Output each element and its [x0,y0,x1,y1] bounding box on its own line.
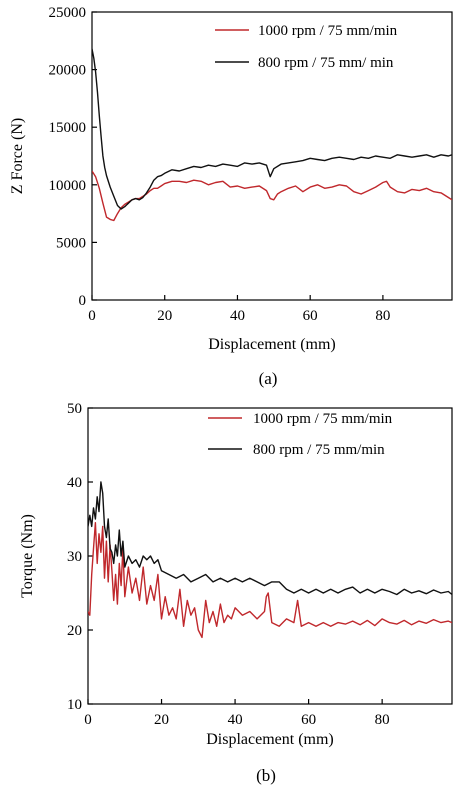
legend-label: 800 rpm / 75 mm/ min [258,55,394,71]
chart-a: 0 5000 10000 15000 20000 25000 0 20 40 60 80 Displa… [9,5,453,388]
y-tick-label: 30 [67,549,82,565]
figure-caption: (a) [259,369,278,388]
y-axis-label: Z Force (N) [9,118,26,194]
series-line-red [92,170,452,222]
y-tick-label: 20 [67,623,82,639]
x-axis-label: Displacement (mm) [208,336,336,353]
x-tick-label: 60 [303,308,318,324]
y-tick-label: 20000 [49,63,87,79]
y-tick-label: 10 [67,697,82,713]
x-tick-label: 20 [154,712,169,728]
y-tick-label: 15000 [49,120,87,136]
y-tick-label: 50 [67,401,82,417]
x-tick-label: 0 [88,308,96,324]
x-tick-label: 60 [301,712,316,728]
y-tick-label: 0 [79,293,87,309]
y-axis-label: Torque (Nm) [19,514,36,598]
y-tick-label: 5000 [56,235,86,251]
x-tick-label: 20 [157,308,172,324]
legend-label: 800 rpm / 75 mm/min [253,442,385,458]
legend-label: 1000 rpm / 75 mm/min [258,23,398,39]
plot-frame [91,11,453,301]
legend-label: 1000 rpm / 75 mm/min [253,411,393,427]
y-tick-label: 10000 [49,178,87,194]
x-axis-label: Displacement (mm) [206,731,334,748]
x-tick-label: 40 [228,712,243,728]
x-tick-label: 40 [230,308,245,324]
series-line-red [88,522,452,639]
y-tick-label: 40 [67,475,82,491]
y-tick-label: 25000 [49,5,87,21]
figure-caption: (b) [256,766,276,785]
x-tick-label: 80 [375,308,390,324]
x-tick-label: 80 [375,712,390,728]
chart-b: 10 20 30 40 50 0 20 40 60 80 Displacement (mm) Torq… [19,401,453,785]
series-line-black [92,48,452,210]
x-tick-label: 0 [84,712,92,728]
series-line-black [88,481,452,596]
